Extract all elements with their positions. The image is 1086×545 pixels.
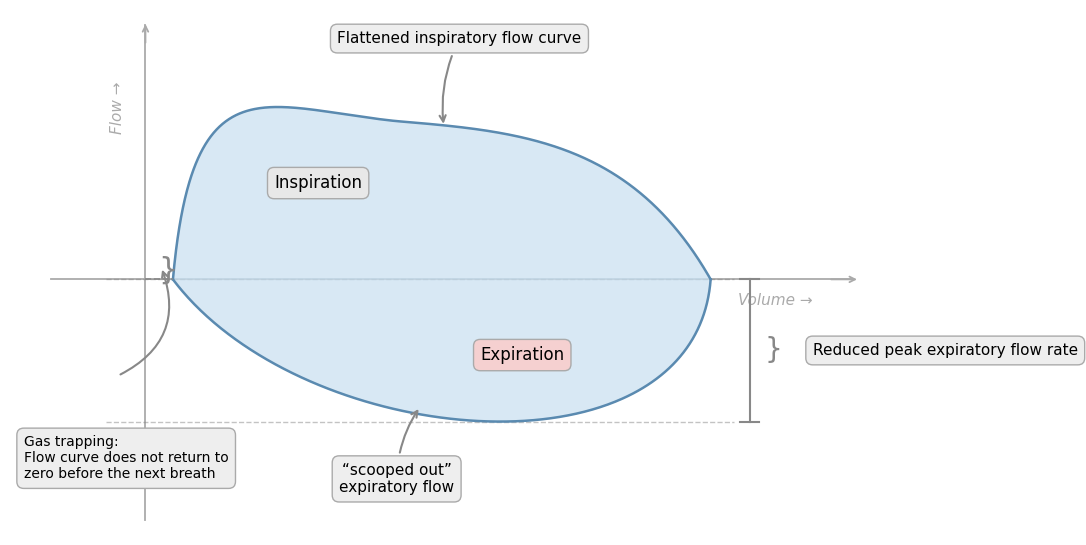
- Text: Inspiration: Inspiration: [274, 174, 362, 192]
- Text: Volume →: Volume →: [738, 293, 812, 307]
- Text: Gas trapping:
Flow curve does not return to
zero before the next breath: Gas trapping: Flow curve does not return…: [24, 435, 228, 481]
- Text: Reduced peak expiratory flow rate: Reduced peak expiratory flow rate: [812, 343, 1077, 358]
- Text: Expiration: Expiration: [480, 346, 565, 364]
- Text: “scooped out”
expiratory flow: “scooped out” expiratory flow: [339, 411, 454, 495]
- Text: Flow →: Flow →: [111, 81, 126, 134]
- Text: }: }: [765, 336, 782, 365]
- Text: Flattened inspiratory flow curve: Flattened inspiratory flow curve: [338, 31, 582, 122]
- Polygon shape: [173, 107, 710, 422]
- Text: }: }: [157, 256, 177, 285]
